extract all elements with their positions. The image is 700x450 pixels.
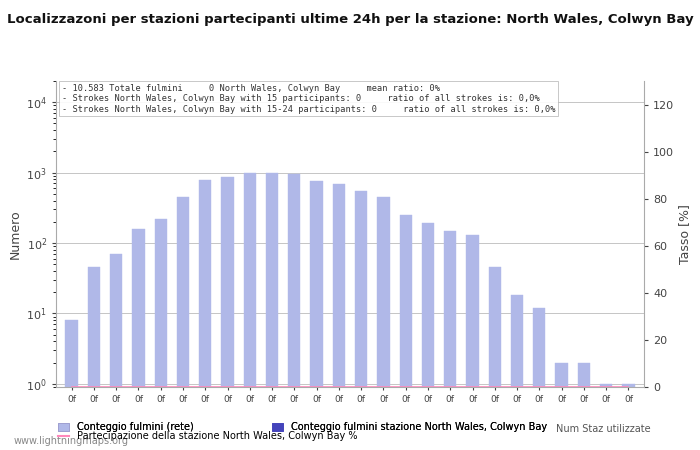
- Bar: [466, 235, 479, 450]
- Bar: [66, 320, 78, 450]
- Legend: Partecipazione della stazione North Wales, Colwyn Bay %: Partecipazione della stazione North Wale…: [54, 428, 362, 445]
- Bar: [332, 184, 345, 450]
- Bar: [244, 173, 256, 450]
- Bar: [622, 384, 634, 450]
- Bar: [600, 384, 612, 450]
- Bar: [444, 230, 456, 450]
- Y-axis label: Tasso [%]: Tasso [%]: [678, 204, 692, 264]
- Bar: [355, 191, 368, 450]
- Bar: [422, 223, 434, 450]
- Bar: [578, 363, 590, 450]
- Bar: [400, 215, 412, 450]
- Bar: [266, 173, 278, 450]
- Legend: Conteggio fulmini (rete), Conteggio fulmini stazione North Wales, Colwyn Bay: Conteggio fulmini (rete), Conteggio fulm…: [54, 418, 551, 436]
- Bar: [110, 254, 122, 450]
- Text: Localizzazoni per stazioni partecipanti ultime 24h per la stazione: North Wales,: Localizzazoni per stazioni partecipanti …: [7, 14, 693, 27]
- Y-axis label: Numero: Numero: [9, 209, 22, 259]
- Bar: [377, 197, 389, 450]
- Bar: [199, 180, 211, 450]
- Bar: [511, 295, 523, 450]
- Text: - 10.583 Totale fulmini     0 North Wales, Colwyn Bay     mean ratio: 0%
- Strok: - 10.583 Totale fulmini 0 North Wales, C…: [62, 84, 555, 114]
- Text: www.lightningmaps.org: www.lightningmaps.org: [14, 436, 129, 446]
- Bar: [221, 177, 234, 450]
- Bar: [489, 267, 501, 450]
- Bar: [311, 181, 323, 450]
- Bar: [533, 308, 545, 450]
- Bar: [177, 197, 189, 450]
- Bar: [88, 267, 100, 450]
- Bar: [155, 219, 167, 450]
- Bar: [288, 174, 300, 450]
- Bar: [132, 229, 144, 450]
- Text: Num Staz utilizzate: Num Staz utilizzate: [556, 424, 650, 434]
- Bar: [556, 363, 568, 450]
